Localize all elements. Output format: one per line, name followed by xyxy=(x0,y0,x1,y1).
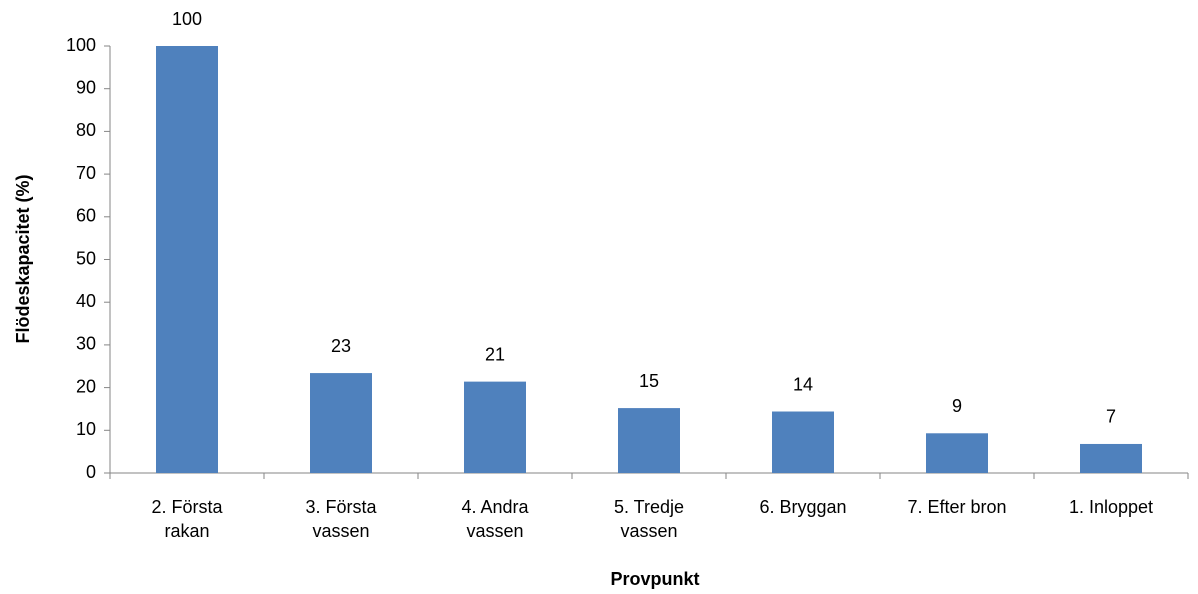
y-tick-label: 60 xyxy=(76,206,96,226)
bar xyxy=(618,408,680,473)
bar xyxy=(464,381,526,473)
y-tick-label: 40 xyxy=(76,291,96,311)
y-tick-label: 30 xyxy=(76,334,96,354)
x-tick-label: 1. Inloppet xyxy=(1068,497,1154,517)
y-tick-label: 100 xyxy=(66,35,96,55)
y-tick-label: 90 xyxy=(76,77,96,97)
bar xyxy=(772,411,834,473)
y-tick-label: 80 xyxy=(76,120,96,140)
data-label: 100 xyxy=(172,9,202,29)
x-tick-label: 6. Bryggan xyxy=(759,497,847,517)
bar xyxy=(1080,443,1142,473)
bar xyxy=(156,46,218,473)
y-tick-label: 50 xyxy=(76,248,96,268)
y-axis-title: Flödeskapacitet (%) xyxy=(13,174,33,343)
x-tick-label: 7. Efter bron xyxy=(907,497,1007,517)
y-tick-label: 20 xyxy=(76,376,96,396)
data-label: 23 xyxy=(331,336,351,356)
y-tick-label: 10 xyxy=(76,419,96,439)
data-label: 14 xyxy=(793,374,813,394)
data-label: 9 xyxy=(952,396,962,416)
y-tick-label: 0 xyxy=(86,462,96,482)
y-tick-label: 70 xyxy=(76,163,96,183)
data-label: 21 xyxy=(485,344,505,364)
bar xyxy=(926,433,988,473)
data-label: 7 xyxy=(1106,407,1116,427)
data-label: 15 xyxy=(639,371,659,391)
x-tick-label: 3. Första vassen xyxy=(305,497,377,541)
x-axis-title: Provpunkt xyxy=(610,569,699,589)
x-tick-label: 4. Andra vassen xyxy=(461,497,529,541)
x-tick-label: 2. Första rakan xyxy=(151,497,223,541)
x-tick-label: 5. Tredje vassen xyxy=(613,497,685,541)
bar xyxy=(310,373,372,473)
